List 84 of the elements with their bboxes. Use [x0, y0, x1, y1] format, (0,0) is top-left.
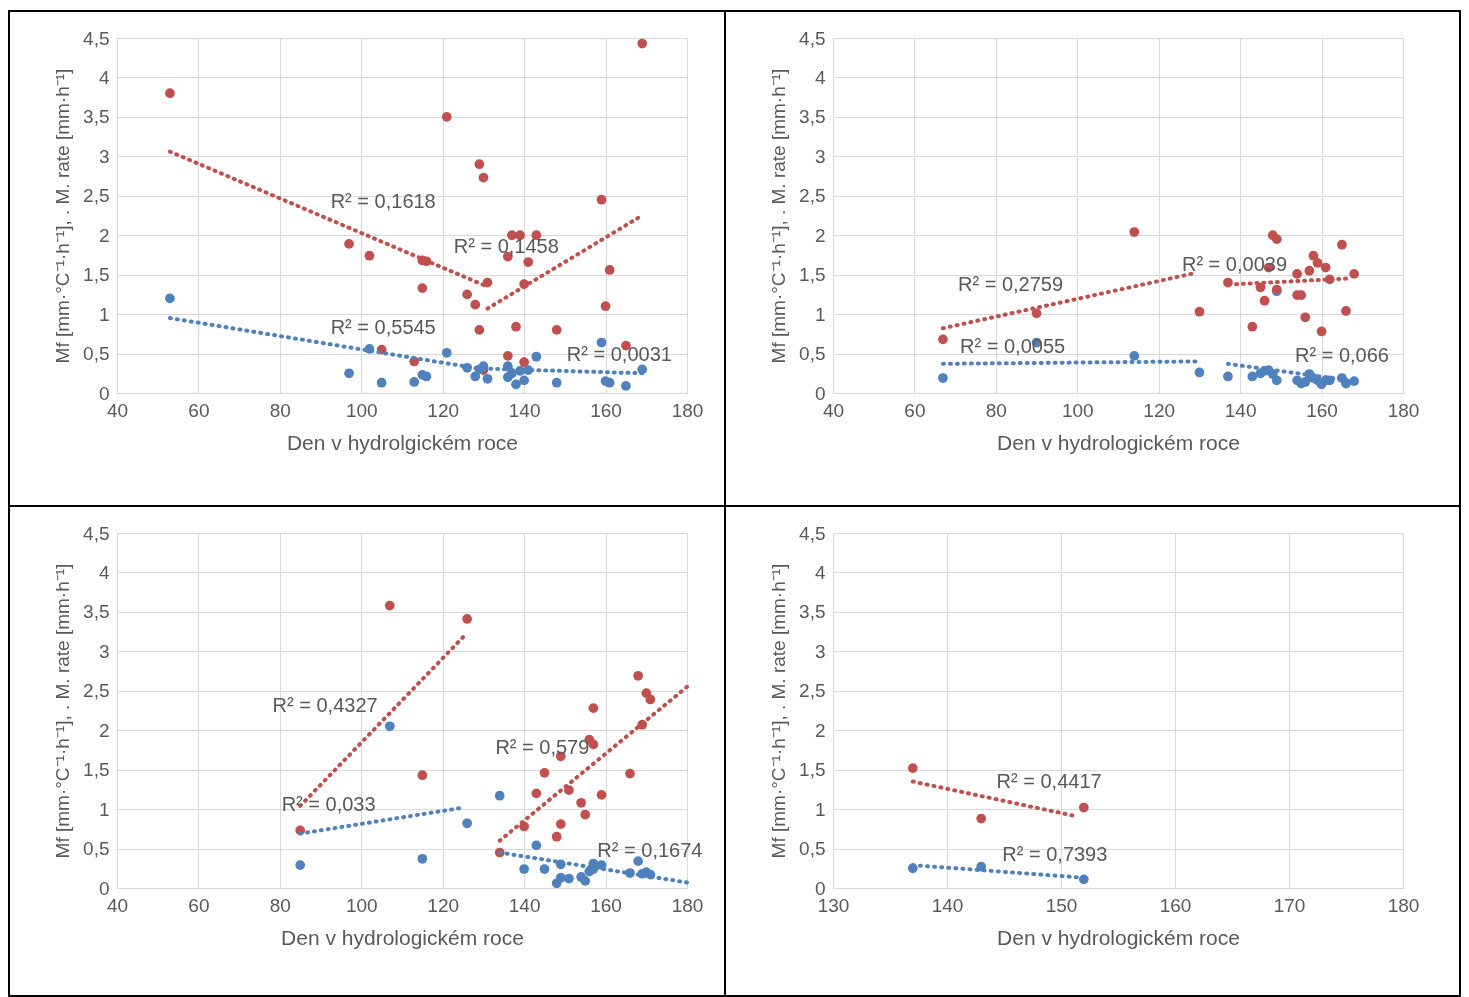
- y-tick-label: 4,5: [799, 522, 826, 544]
- x-tick-label: 180: [1387, 894, 1420, 916]
- series-label: R² = 0,1458: [453, 235, 559, 258]
- y-tick-label: 1,5: [799, 264, 826, 286]
- x-tick-label: 100: [1061, 399, 1094, 421]
- series-label: R² = 0,5545: [330, 315, 436, 338]
- series-label: R² = 0,2759: [958, 273, 1064, 296]
- series-label: R² = 0,0039: [1181, 253, 1288, 276]
- x-tick-label: 60: [188, 894, 210, 916]
- series-label: R² = 0,579: [495, 735, 590, 758]
- x-tick-label: 120: [427, 399, 460, 421]
- series-label: R² = 0,0031: [566, 342, 672, 365]
- x-tick-label: 160: [590, 399, 622, 421]
- y-tick-label: 3: [814, 145, 826, 167]
- y-tick-label: 4: [98, 561, 110, 583]
- series-label: R² = 0,1674: [597, 839, 703, 862]
- x-tick-label: 60: [904, 399, 926, 421]
- x-tick-label: 140: [508, 399, 541, 421]
- x-tick-label: 120: [427, 894, 460, 916]
- x-tick-label: 60: [188, 399, 210, 421]
- y-tick-label: 3: [98, 640, 110, 662]
- y-axis-title: Mf [mm·°C⁻¹·h⁻¹], . M. rate [mm·h⁻¹]: [768, 68, 790, 364]
- y-tick-label: 1,5: [799, 759, 826, 781]
- x-tick-label: 150: [1045, 894, 1078, 916]
- y-tick-label: 4,5: [799, 27, 826, 49]
- series-label: R² = 0,066: [1295, 344, 1389, 367]
- x-axis-title: Den v hydrologickém roce: [281, 925, 524, 949]
- y-axis-title: Mf [mm·°C⁻¹·h⁻¹], . M. rate [mm·h⁻¹]: [52, 563, 74, 859]
- y-tick-label: 0,5: [83, 343, 110, 365]
- series-label: R² = 0,4417: [996, 770, 1102, 793]
- y-axis-title: Mf [mm·°C⁻¹·h⁻¹], . M. rate [mm·h⁻¹]: [768, 563, 790, 859]
- y-tick-label: 4: [98, 66, 110, 88]
- y-tick-label: 0,5: [799, 343, 826, 365]
- series-label: R² = 0,0055: [960, 334, 1066, 357]
- y-tick-label: 2: [98, 224, 110, 246]
- y-tick-label: 4,5: [83, 522, 110, 544]
- x-tick-label: 160: [1306, 399, 1338, 421]
- y-axis-title: Mf [mm·°C⁻¹·h⁻¹], . M. rate [mm·h⁻¹]: [52, 68, 74, 364]
- y-tick-label: 3: [98, 145, 110, 167]
- y-tick-label: 3,5: [799, 601, 826, 623]
- x-tick-label: 80: [269, 399, 291, 421]
- x-tick-label: 180: [671, 894, 704, 916]
- y-tick-label: 4,5: [83, 27, 110, 49]
- x-axis-title: Den v hydrologickém roce: [997, 925, 1240, 949]
- series-label: R² = 0,1618: [330, 190, 436, 213]
- x-tick-label: 140: [508, 894, 541, 916]
- y-tick-label: 1: [814, 303, 826, 325]
- y-tick-label: 2,5: [83, 680, 110, 702]
- x-tick-label: 170: [1273, 894, 1306, 916]
- y-tick-label: 3,5: [83, 601, 110, 623]
- x-tick-label: 140: [1224, 399, 1257, 421]
- x-tick-label: 160: [1159, 894, 1192, 916]
- y-tick-label: 1,5: [83, 759, 110, 781]
- x-tick-label: 140: [931, 894, 964, 916]
- x-axis-title: Den v hydrologickém roce: [997, 430, 1240, 454]
- y-tick-label: 1: [98, 798, 110, 820]
- x-tick-label: 100: [345, 894, 378, 916]
- y-tick-label: 0,5: [799, 838, 826, 860]
- series-label: R² = 0,033: [281, 792, 376, 815]
- y-tick-label: 2: [98, 719, 110, 741]
- x-axis-title: Den v hydrolgickém roce: [286, 430, 519, 454]
- y-tick-label: 1: [814, 798, 826, 820]
- y-tick-label: 1: [98, 303, 110, 325]
- series-label: R² = 0,7393: [1002, 843, 1108, 866]
- y-tick-label: 0,5: [83, 838, 110, 860]
- y-tick-label: 3,5: [83, 106, 110, 128]
- y-tick-label: 2,5: [83, 185, 110, 207]
- y-tick-label: 3,5: [799, 106, 826, 128]
- x-tick-label: 180: [671, 399, 704, 421]
- series-label: R² = 0,4327: [272, 693, 378, 716]
- y-tick-label: 4: [814, 66, 826, 88]
- y-tick-label: 2,5: [799, 680, 826, 702]
- y-tick-label: 2: [814, 224, 826, 246]
- y-tick-label: 4: [814, 561, 826, 583]
- x-tick-label: 180: [1387, 399, 1420, 421]
- y-tick-label: 3: [814, 640, 826, 662]
- x-tick-label: 80: [269, 894, 291, 916]
- y-tick-label: 2: [814, 719, 826, 741]
- x-tick-label: 120: [1143, 399, 1176, 421]
- y-tick-label: 1,5: [83, 264, 110, 286]
- y-tick-label: 2,5: [799, 185, 826, 207]
- x-tick-label: 80: [985, 399, 1007, 421]
- x-tick-label: 160: [590, 894, 622, 916]
- x-tick-label: 100: [345, 399, 378, 421]
